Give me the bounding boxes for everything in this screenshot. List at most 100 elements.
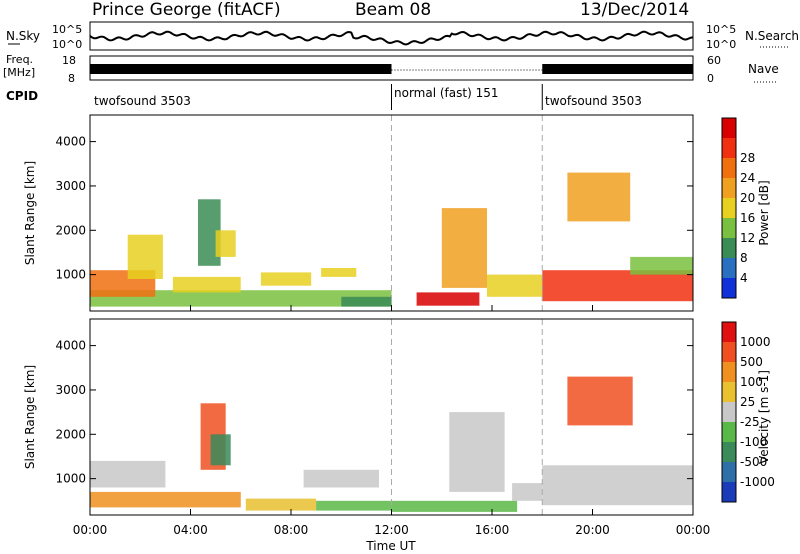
power-colorbar-swatch-7 (722, 138, 736, 158)
velocity-colorbar-label-2: 100 (740, 375, 763, 389)
time-axis: 00:00 04:00 08:00 12:00 16:00 20:00 00:00 (73, 305, 710, 537)
velocity-colorbar-label-7: -1000 (740, 475, 775, 489)
power-region-12 (542, 270, 694, 302)
nsearch-tick-low: 10^0 (706, 38, 736, 51)
nave-tick-low: 0 (707, 72, 714, 85)
power-mode-lines (391, 115, 543, 311)
nsky-tick-high: 10^5 (52, 23, 82, 36)
velocity-colorbar-swatch-3 (722, 422, 736, 442)
cpid-segment-1: twofsound 3503 (94, 94, 191, 108)
power-colorbar-label-0: 4 (740, 271, 748, 285)
power-colorbar-swatch-1 (722, 258, 736, 278)
velocity-colorbar-swatch-5 (722, 382, 736, 402)
x-tick-label-0: 00:00 (73, 523, 108, 537)
power-colorbar-swatch-5 (722, 178, 736, 198)
velocity-y-axis: 1000 2000 3000 4000 (55, 339, 693, 486)
velocity-region-3 (210, 434, 231, 466)
velocity-colorbar-swatch-8 (722, 322, 736, 342)
velocity-colorbar-label-6: -500 (740, 455, 767, 469)
power-region-6 (260, 272, 312, 286)
power-panel: 1000 2000 3000 4000 Slant Range [km] 4 8 12 16… (23, 114, 771, 312)
velocity-ytick-label-1000: 1000 (55, 472, 86, 486)
power-colorbar-swatch-6 (722, 158, 736, 178)
power-region-3 (172, 276, 241, 293)
freq-bar-segment-1 (90, 64, 392, 74)
x-tick-label-3: 12:00 (374, 523, 409, 537)
power-colorbar-label-2: 12 (740, 231, 755, 245)
velocity-colorbar-swatch-4 (722, 402, 736, 422)
power-colorbar-swatch-8 (722, 118, 736, 138)
velocity-heatmap (90, 376, 694, 512)
power-region-7 (321, 268, 357, 277)
velocity-mode-lines (391, 319, 543, 515)
station-title: Prince George (fitACF) (92, 0, 281, 20)
power-region-9 (416, 292, 480, 306)
velocity-region-9 (542, 465, 694, 506)
velocity-region-5 (316, 500, 392, 511)
velocity-colorbar-swatch-6 (722, 362, 736, 382)
nsearch-label: N.Search (745, 29, 799, 43)
velocity-colorbar-frame (721, 321, 737, 503)
velocity-region-7 (391, 500, 518, 512)
power-colorbar-swatch-2 (722, 238, 736, 258)
velocity-colorbar-label-3: 25 (740, 395, 755, 409)
power-region-2 (127, 234, 163, 279)
freq-bar-segment-2 (542, 64, 693, 74)
velocity-colorbar-label-4: -25 (740, 415, 760, 429)
velocity-ytick-label-4000: 4000 (55, 339, 86, 353)
nsky-label: N.Sky (6, 29, 40, 43)
freq-label-line1: Freq. (6, 53, 33, 66)
power-colorbar-swatch-3 (722, 218, 736, 238)
velocity-colorbar-swatch-0 (722, 482, 736, 502)
velocity-region-11 (512, 483, 543, 501)
x-tick-label-4: 16:00 (475, 523, 510, 537)
cpid-row: CPID twofsound 3503 normal (fast) 151 tw… (6, 84, 642, 110)
velocity-region-10 (567, 376, 633, 426)
power-colorbar-label-5: 24 (740, 171, 755, 185)
x-tick-label-2: 08:00 (274, 523, 309, 537)
velocity-colorbar-label-5: -100 (740, 435, 767, 449)
power-colorbar-label-4: 20 (740, 191, 755, 205)
nsky-trace (89, 30, 694, 46)
velocity-colorbar-swatch-2 (722, 442, 736, 462)
power-colorbar-label-3: 16 (740, 211, 755, 225)
power-colorbar-label-6: 28 (740, 151, 755, 165)
x-tick-label-5: 20:00 (575, 523, 610, 537)
beam-label: Beam 08 (355, 0, 431, 20)
power-ytick-label-4000: 4000 (55, 135, 86, 149)
x-axis-title: Time UT (365, 539, 416, 553)
x-tick-label-1: 04:00 (173, 523, 208, 537)
cpid-label: CPID (6, 89, 38, 103)
power-colorbar: 4 8 12 16 20 24 28 (721, 117, 755, 299)
velocity-ytick-label-2000: 2000 (55, 427, 86, 441)
power-ytick-label-3000: 3000 (55, 179, 86, 193)
velocity-region-8 (449, 412, 505, 492)
velocity-region-1 (90, 491, 241, 508)
velocity-region-4 (245, 498, 317, 511)
velocity-y-title: Slant Range [km] (23, 365, 37, 469)
nsky-tick-low: 10^0 (52, 38, 82, 51)
velocity-colorbar: 1000 500 100 25 -25 -100 -500 -1000 (721, 321, 775, 503)
power-colorbar-title: Power [dB] (757, 180, 771, 245)
nsky-panel: N.Sky 10^5 10^0 10^5 10^0 N.Search (6, 21, 799, 51)
nave-label: Nave (748, 62, 779, 76)
power-region-8 (341, 296, 392, 307)
cpid-segment-3: twofsound 3503 (545, 94, 642, 108)
power-region-14 (630, 256, 693, 275)
power-region-10 (441, 208, 487, 288)
freq-panel: Freq. [MHz] 18 8 60 0 Nave (3, 53, 779, 85)
power-ytick-label-2000: 2000 (55, 223, 86, 237)
power-heatmap (90, 172, 694, 307)
power-y-axis: 1000 2000 3000 4000 (55, 135, 693, 282)
power-region-11 (487, 274, 543, 297)
velocity-region-0 (90, 460, 166, 488)
power-region-0 (90, 290, 392, 307)
power-region-13 (567, 172, 631, 222)
nave-tick-high: 60 (707, 54, 721, 67)
power-region-5 (215, 230, 236, 257)
power-colorbar-frame (721, 117, 737, 299)
freq-tick-low: 8 (68, 72, 75, 85)
power-region-4 (198, 199, 221, 266)
power-colorbar-swatch-4 (722, 198, 736, 218)
